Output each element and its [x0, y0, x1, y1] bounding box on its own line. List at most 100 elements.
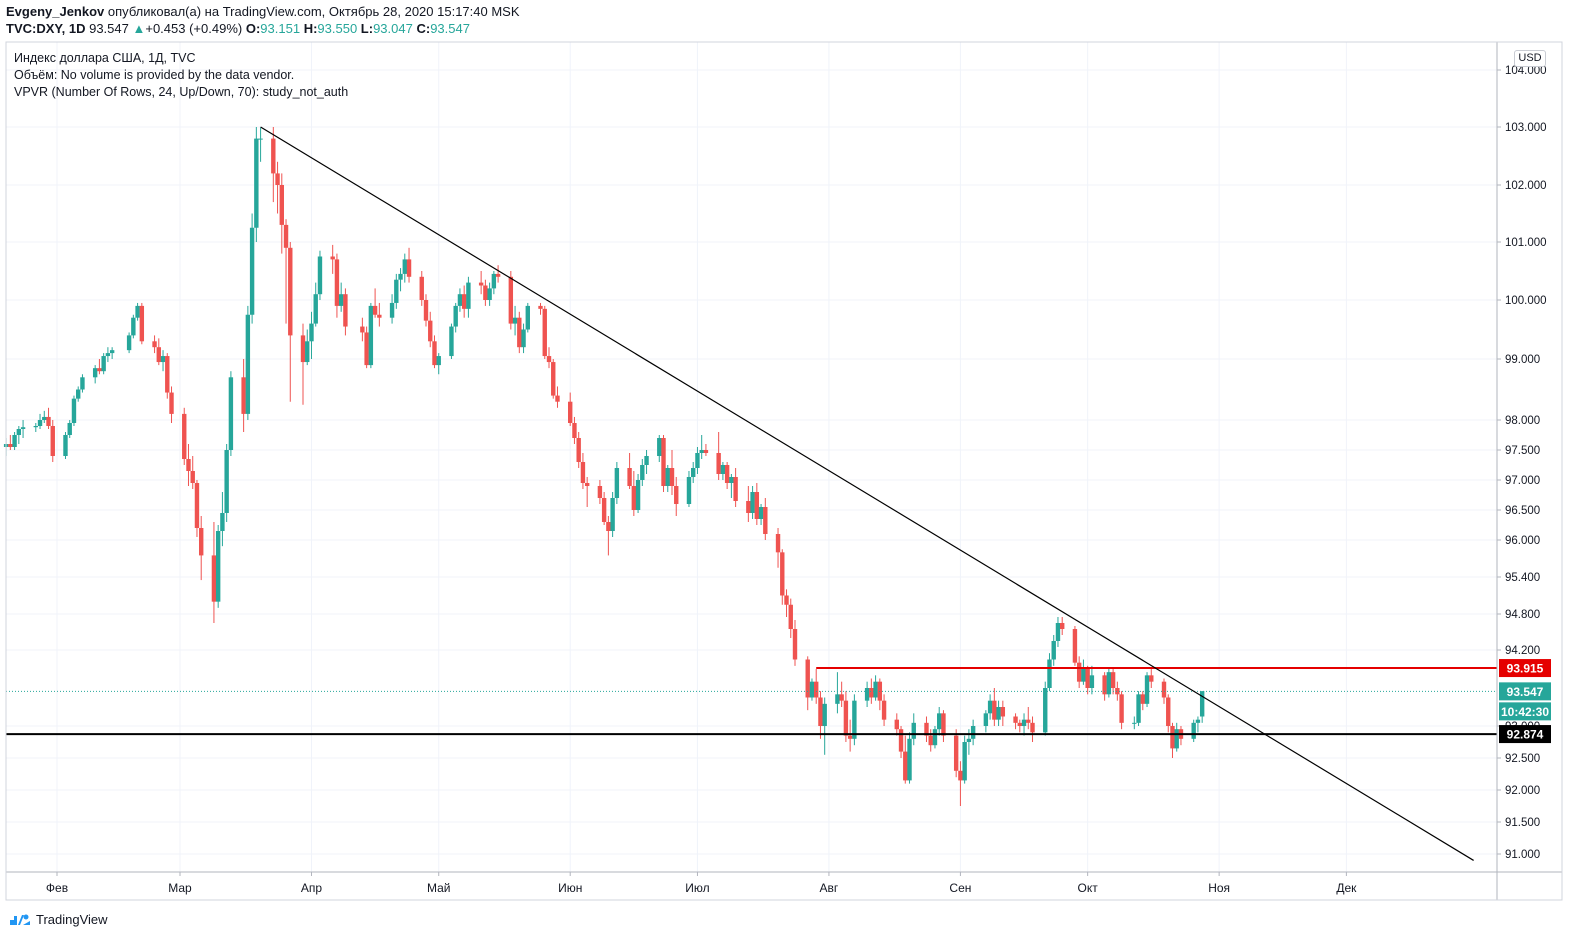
- candle-body: [1089, 675, 1095, 688]
- candle-body: [814, 681, 819, 698]
- candle-body: [852, 700, 857, 739]
- candle-body: [50, 426, 55, 456]
- candle-body: [555, 395, 560, 402]
- candle-body: [941, 713, 946, 736]
- candle-body: [546, 356, 552, 363]
- change-arrow-icon: ▲: [132, 21, 146, 36]
- candle-body: [775, 534, 781, 553]
- candle-body: [495, 273, 501, 277]
- candle-body: [220, 513, 225, 531]
- open-label: O:: [245, 21, 261, 36]
- candle-body: [487, 288, 492, 300]
- candle-body: [402, 259, 407, 274]
- y-tick-label: 100.000: [1505, 295, 1547, 307]
- symbol-ohlc-line: TVC:DXY, 1D 93.547 ▲+0.453 (+0.49%) O:93…: [6, 21, 470, 36]
- y-tick-label: 96.000: [1505, 535, 1540, 547]
- candle-body: [131, 317, 136, 336]
- currency-button[interactable]: USD: [1514, 50, 1546, 67]
- y-tick-label: 102.000: [1505, 180, 1547, 192]
- candle-body: [160, 356, 166, 363]
- candle-body: [953, 735, 959, 771]
- candle-body: [76, 389, 81, 399]
- candle-body: [987, 700, 993, 714]
- candle-body: [360, 326, 365, 333]
- candle-body: [538, 305, 543, 309]
- x-tick-label: Июн: [558, 881, 582, 895]
- candle-body: [601, 498, 607, 522]
- candle-body: [1085, 669, 1090, 688]
- candle-body: [97, 368, 102, 372]
- y-tick-label: 104.000: [1505, 65, 1547, 77]
- candle-body: [551, 362, 556, 396]
- candle-body: [368, 305, 374, 366]
- candle-body: [12, 435, 17, 447]
- candle-body: [105, 353, 111, 357]
- candle-body: [169, 392, 174, 414]
- candle-body: [16, 429, 22, 435]
- candle-body: [691, 468, 696, 477]
- candle-body: [186, 459, 191, 471]
- candle-body: [703, 450, 709, 453]
- candle-body: [992, 700, 997, 720]
- candle-body: [835, 694, 840, 704]
- candle-body: [966, 738, 972, 742]
- candle-body: [313, 294, 318, 324]
- candle-body: [491, 273, 497, 289]
- candle-body: [1013, 716, 1018, 723]
- candle-body: [674, 486, 679, 504]
- candle-body: [847, 735, 853, 739]
- candle-body: [716, 453, 721, 474]
- x-tick-label: Дек: [1336, 881, 1357, 895]
- candle-body: [1081, 669, 1086, 682]
- countdown-timer-tag: 10:42:30: [1501, 705, 1549, 719]
- candle-body: [42, 416, 47, 420]
- legend-vpvr[interactable]: VPVR (Number Of Rows, 24, Up/Down, 70): …: [14, 85, 349, 99]
- y-tick-label: 91.500: [1505, 817, 1540, 829]
- x-tick-label: Авг: [820, 881, 839, 895]
- y-tick-label: 97.000: [1505, 475, 1540, 487]
- candle-body: [398, 273, 403, 280]
- candle-body: [461, 294, 467, 309]
- candle-body: [394, 279, 399, 303]
- chart-grid: [6, 42, 1497, 872]
- candle-body: [1017, 722, 1022, 726]
- candle-body: [279, 185, 284, 225]
- candle-body: [67, 423, 72, 435]
- price-change: +0.453 (+0.49%): [145, 21, 243, 36]
- candle-body: [669, 468, 675, 486]
- candle-body: [1136, 694, 1141, 723]
- candle-body: [788, 604, 793, 629]
- candle-body: [478, 282, 484, 286]
- candle-body: [894, 719, 899, 730]
- candle-body: [805, 659, 810, 698]
- candle-body: [139, 305, 145, 342]
- candle-body: [695, 453, 700, 468]
- published-text: опубликовал(а) на TradingView.com, Октяб…: [107, 4, 520, 19]
- candle-body: [576, 438, 581, 462]
- candle-body: [156, 347, 161, 363]
- candle-body: [898, 729, 904, 752]
- footer-brand[interactable]: TradingView: [8, 911, 108, 927]
- x-tick-label: Май: [427, 881, 451, 895]
- legend-title[interactable]: Индекс доллара США, 1Д, TVC: [14, 51, 196, 65]
- candle-body: [1043, 688, 1048, 733]
- candle-body: [254, 138, 259, 228]
- candle-body: [818, 697, 823, 726]
- candle-body: [843, 700, 849, 736]
- candle-body: [330, 256, 335, 260]
- candle-body: [63, 435, 68, 456]
- candle-body: [1051, 641, 1056, 660]
- candle-body: [423, 300, 429, 321]
- candle-body: [881, 700, 887, 720]
- axes-layer: 91.00091.50092.00092.50093.00094.20094.8…: [5, 41, 1563, 901]
- legend-volume[interactable]: Объём: No volume is provided by the data…: [14, 68, 295, 82]
- low-label: L:: [360, 21, 374, 36]
- candle-body: [864, 688, 870, 701]
- close-value: 93.547: [430, 21, 470, 36]
- author-name[interactable]: Evgeny_Jenkov: [6, 4, 105, 19]
- candle-body: [215, 531, 221, 602]
- candle-body: [1026, 719, 1031, 723]
- candle-body: [517, 317, 522, 348]
- candle-body: [1132, 722, 1137, 724]
